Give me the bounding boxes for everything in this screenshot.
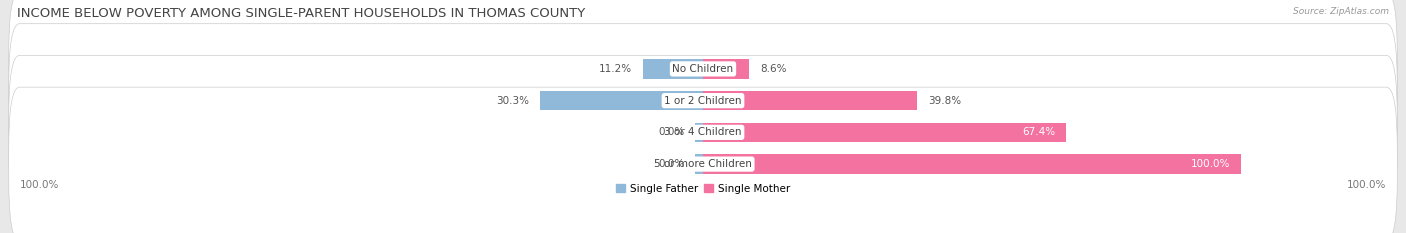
FancyBboxPatch shape	[8, 0, 1398, 146]
Text: 5 or more Children: 5 or more Children	[654, 159, 752, 169]
Text: No Children: No Children	[672, 64, 734, 74]
Bar	[540, 91, 703, 110]
FancyBboxPatch shape	[8, 24, 1398, 178]
Bar	[695, 154, 703, 174]
Text: Source: ZipAtlas.com: Source: ZipAtlas.com	[1294, 7, 1389, 16]
Bar	[695, 123, 703, 142]
FancyBboxPatch shape	[8, 55, 1398, 209]
Text: 3 or 4 Children: 3 or 4 Children	[664, 127, 742, 137]
Bar	[703, 59, 749, 79]
Bar	[703, 91, 917, 110]
Text: 30.3%: 30.3%	[496, 96, 529, 106]
Text: INCOME BELOW POVERTY AMONG SINGLE-PARENT HOUSEHOLDS IN THOMAS COUNTY: INCOME BELOW POVERTY AMONG SINGLE-PARENT…	[17, 7, 585, 20]
Text: 0.0%: 0.0%	[658, 159, 685, 169]
Legend: Single Father, Single Mother: Single Father, Single Mother	[612, 179, 794, 198]
Text: 1 or 2 Children: 1 or 2 Children	[664, 96, 742, 106]
FancyBboxPatch shape	[8, 87, 1398, 233]
Text: 67.4%: 67.4%	[1022, 127, 1054, 137]
Text: 100.0%: 100.0%	[1191, 159, 1230, 169]
Text: 11.2%: 11.2%	[599, 64, 631, 74]
Bar	[703, 154, 1241, 174]
Text: 0.0%: 0.0%	[658, 127, 685, 137]
Text: 100.0%: 100.0%	[20, 180, 59, 190]
Text: 8.6%: 8.6%	[761, 64, 786, 74]
Text: 100.0%: 100.0%	[1347, 180, 1386, 190]
Bar	[643, 59, 703, 79]
Bar	[703, 123, 1066, 142]
Text: 39.8%: 39.8%	[928, 96, 962, 106]
